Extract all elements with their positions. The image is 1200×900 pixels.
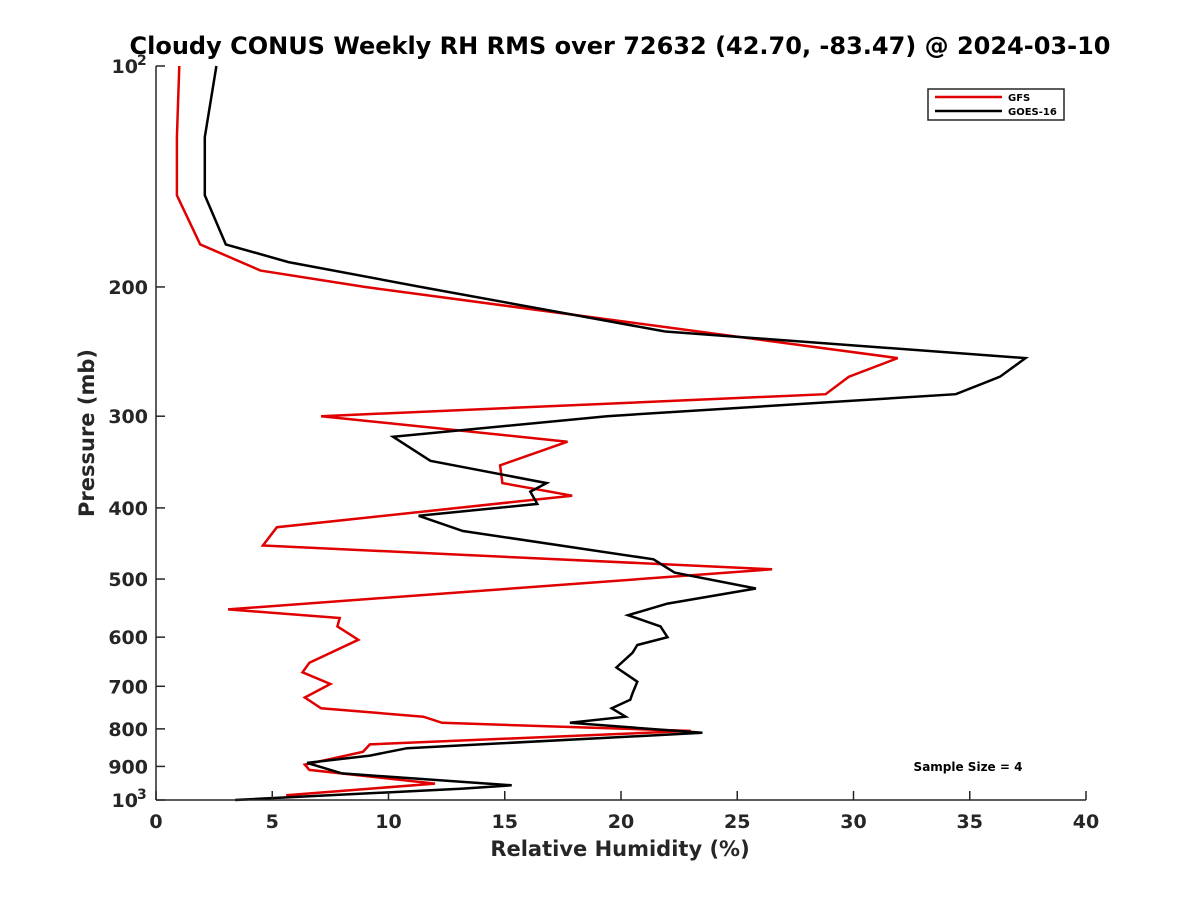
legend-label: GOES-16	[1008, 107, 1057, 118]
y-tick-label: 300	[108, 406, 148, 428]
y-tick-label: 600	[108, 627, 148, 649]
x-tick-label: 35	[957, 811, 983, 833]
y-tick-label: 800	[108, 719, 148, 741]
y-tick-exponent: 2	[137, 53, 147, 69]
series-group	[175, 65, 1029, 802]
chart-title: Cloudy CONUS Weekly RH RMS over 72632 (4…	[130, 32, 1111, 60]
y-tick-label: 10	[112, 790, 138, 812]
x-tick-label: 25	[724, 811, 750, 833]
y-tick-label: 900	[108, 756, 148, 778]
y-tick-label: 500	[108, 569, 148, 591]
y-axis-label: Pressure (mb)	[75, 349, 99, 517]
y-tick-label: 700	[108, 676, 148, 698]
x-tick-label: 20	[608, 811, 634, 833]
plot-area	[156, 66, 1086, 800]
plot-background	[156, 66, 1086, 800]
x-axis-label: Relative Humidity (%)	[490, 837, 749, 861]
sample-size-annotation: Sample Size = 4	[914, 760, 1023, 774]
legend-label: GFS	[1008, 93, 1030, 104]
x-tick-label: 10	[375, 811, 401, 833]
x-tick-label: 40	[1073, 811, 1099, 833]
x-tick-label: 0	[149, 811, 162, 833]
y-tick-exponent: 3	[137, 787, 147, 803]
y-tick-label: 200	[108, 277, 148, 299]
legend-box	[927, 88, 1065, 121]
axes	[155, 65, 1087, 801]
x-tick-label: 30	[840, 811, 866, 833]
y-tick-label: 400	[108, 498, 148, 520]
series-line-goes-16	[203, 65, 1029, 802]
y-tick-label: 10	[112, 56, 138, 78]
legend: GFS GOES-16	[927, 88, 1065, 121]
x-tick-label: 5	[266, 811, 279, 833]
x-tick-label: 15	[492, 811, 518, 833]
